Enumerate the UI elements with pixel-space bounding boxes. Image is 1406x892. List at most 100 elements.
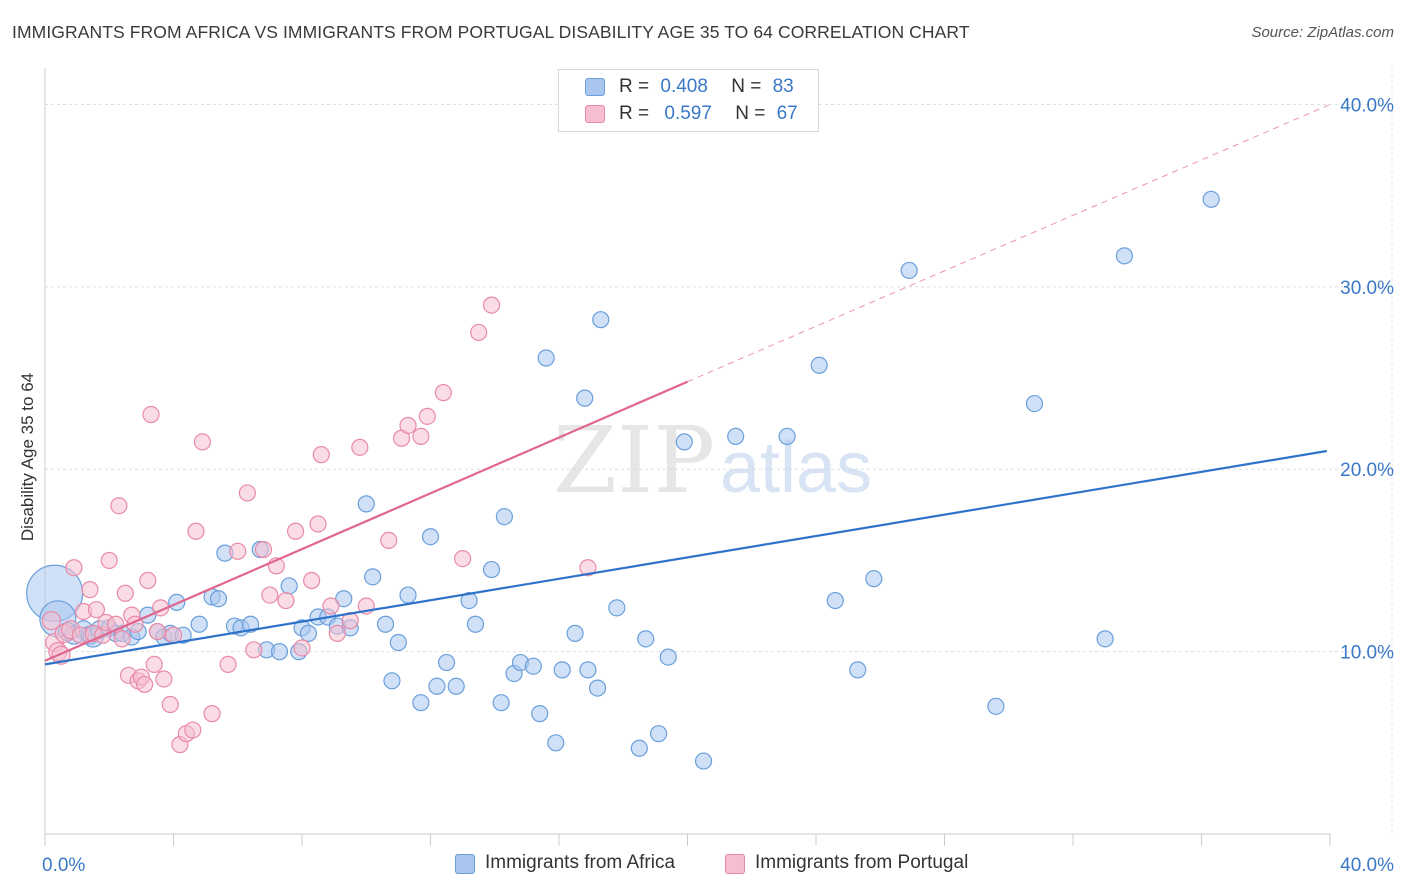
africa-point (357, 495, 375, 513)
stats-text-portugal: R = 0.597 N = 67 (619, 103, 798, 125)
africa-point (810, 356, 828, 374)
portugal-point (322, 597, 340, 615)
portugal-point (164, 626, 183, 644)
africa-point (1096, 630, 1114, 648)
portugal-point (161, 695, 179, 714)
portugal-legend-label: Immigrants from Portugal (755, 852, 969, 873)
africa-trend-line (44, 449, 1327, 666)
portugal-point (286, 522, 305, 540)
stats-text-africa: R = 0.408 N = 83 (619, 76, 794, 98)
portugal-point (187, 522, 205, 540)
r-label: R = (619, 103, 650, 124)
africa-point (376, 615, 395, 633)
africa-point (576, 389, 594, 407)
africa-point (460, 591, 478, 610)
portugal-point (312, 446, 330, 464)
n-label: N = (735, 103, 766, 124)
portugal-point (113, 630, 131, 648)
portugal-point (148, 622, 167, 641)
africa-point (1115, 247, 1134, 265)
africa-point (579, 661, 597, 679)
africa-point (608, 599, 626, 617)
africa-point (566, 624, 584, 642)
portugal-point (261, 586, 279, 604)
watermark: ZIP atlas (553, 407, 872, 514)
africa-point (630, 739, 648, 757)
africa-legend-label: Immigrants from Africa (485, 852, 676, 873)
portugal-point (116, 584, 134, 602)
portugal-point (245, 641, 263, 659)
r-label: R = (619, 76, 650, 97)
portugal-trend-line (44, 380, 688, 662)
tick-labels: 10.0% 20.0% 30.0% 40.0% 0.0% 40.0% (42, 95, 1394, 876)
portugal-point (579, 559, 597, 577)
portugal-point (482, 296, 501, 314)
africa-point (447, 677, 465, 695)
africa-point (270, 643, 289, 661)
africa-swatch (585, 78, 605, 96)
africa-point (412, 694, 430, 712)
portugal-point (328, 624, 346, 642)
portugal-point (65, 559, 83, 577)
stats-legend: R = 0.408 N = 83 R = 0.597 N = 67 (558, 69, 819, 132)
portugal-legend-swatch (725, 854, 745, 874)
africa-point (1202, 190, 1220, 208)
africa-point (592, 311, 610, 329)
n-value-portugal: 67 (776, 103, 798, 124)
africa-point (778, 427, 796, 446)
portugal-point (399, 416, 417, 435)
r-value-africa: 0.408 (660, 76, 708, 97)
africa-point (383, 672, 401, 690)
portugal-point (238, 484, 256, 502)
portugal-point (229, 542, 247, 560)
x-tick-label: 40.0% (1340, 855, 1394, 876)
portugal-point (100, 551, 118, 570)
africa-point (637, 630, 655, 648)
portugal-point (142, 405, 160, 424)
africa-point (466, 615, 485, 633)
africa-point (364, 568, 382, 586)
trend-lines (44, 104, 1331, 666)
n-label: N = (731, 76, 762, 97)
portugal-point (303, 571, 321, 590)
africa-point (421, 528, 440, 546)
portugal-point (81, 581, 99, 599)
portugal-point (135, 675, 154, 694)
watermark-zip: ZIP (553, 407, 715, 514)
africa-point (190, 615, 208, 633)
africa-point (437, 653, 456, 672)
portugal-point (203, 705, 221, 723)
africa-point (335, 590, 353, 608)
chart-source: Source: ZipAtlas.com (1251, 24, 1394, 41)
portugal-swatch (585, 105, 605, 123)
africa-point (900, 261, 918, 280)
africa-point (865, 570, 883, 588)
chart-title: IMMIGRANTS FROM AFRICA VS IMMIGRANTS FRO… (12, 22, 970, 42)
africa-point (659, 648, 677, 666)
portugal-point (87, 601, 106, 619)
portugal-point (351, 438, 369, 456)
africa-point (694, 752, 713, 770)
axes (44, 68, 1331, 846)
y-tick-label: 40.0% (1340, 95, 1394, 116)
africa-point (280, 577, 298, 595)
africa-point (826, 591, 844, 610)
x-tick-label: 0.0% (42, 855, 85, 876)
y-tick-label: 20.0% (1340, 460, 1394, 481)
portugal-point (41, 611, 62, 631)
n-value-africa: 83 (772, 76, 794, 97)
y-axis-title: Disability Age 35 to 64 (18, 373, 37, 541)
africa-point (299, 624, 318, 642)
portugal-point (155, 670, 173, 688)
portugal-trend-line-extension (687, 104, 1331, 383)
africa-legend-swatch (455, 854, 475, 874)
africa-point (649, 725, 668, 743)
portugal-point (110, 497, 128, 515)
africa-point (242, 615, 260, 633)
portugal-point (412, 427, 430, 446)
portugal-point (145, 655, 163, 673)
portugal-point (434, 384, 452, 402)
africa-point (553, 661, 571, 679)
africa-point (209, 590, 228, 608)
data-points (26, 190, 1220, 770)
